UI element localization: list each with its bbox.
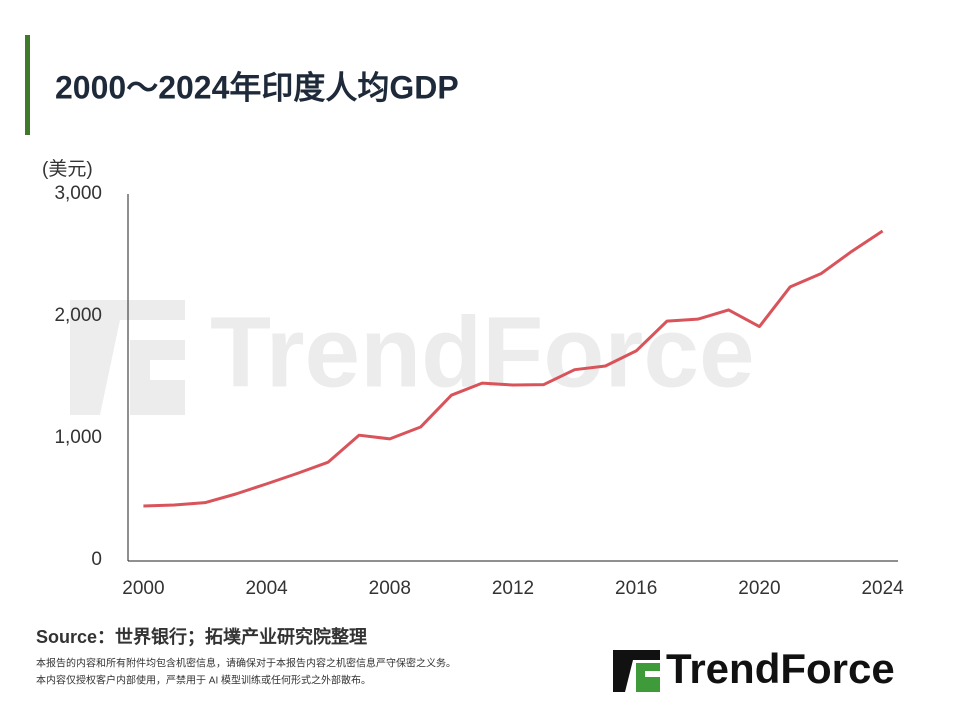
watermark-text: TrendForce [210, 296, 755, 408]
title-accent [25, 35, 30, 135]
data-line [143, 229, 884, 508]
logo: TrendForce [613, 645, 895, 692]
y-tick-label: 2,000 [54, 305, 102, 326]
y-tick-label: 0 [91, 549, 102, 570]
logo-text: TrendForce [666, 645, 895, 692]
watermark-icon [70, 300, 185, 415]
y-axis-label: (美元) [42, 158, 93, 180]
watermark: TrendForce [70, 296, 755, 415]
source: Source：世界银行；拓墣产业研究院整理 [36, 626, 367, 647]
x-tick-label: 2008 [369, 578, 411, 599]
y-tick-label: 3,000 [54, 183, 102, 204]
watermark-icon [130, 340, 185, 415]
x-tick-label: 2000 [122, 578, 164, 599]
disclaimer: 本报告的内容和所有附件均包含机密信息，请确保对于本报告内容之机密信息严守保密之义… [36, 657, 456, 670]
logo-icon [613, 650, 660, 692]
disclaimer: 本内容仅授权客户内部使用，严禁用于 AI 模型训练或任何形式之外部散布。 [36, 674, 371, 687]
plot: 0 1,000 2,000 3,000 2000 2004 2008 2012 2016 2020… [54, 183, 904, 599]
y-tick-label: 1,000 [54, 427, 102, 448]
x-tick-label: 2024 [861, 578, 904, 599]
logo-icon [636, 663, 660, 692]
x-tick-label: 2016 [615, 578, 657, 599]
chart-title: 2000～2024年印度人均GDP [55, 69, 459, 105]
x-tick-label: 2012 [492, 578, 534, 599]
x-tick-label: 2004 [245, 578, 288, 599]
x-tick-label: 2020 [738, 578, 780, 599]
